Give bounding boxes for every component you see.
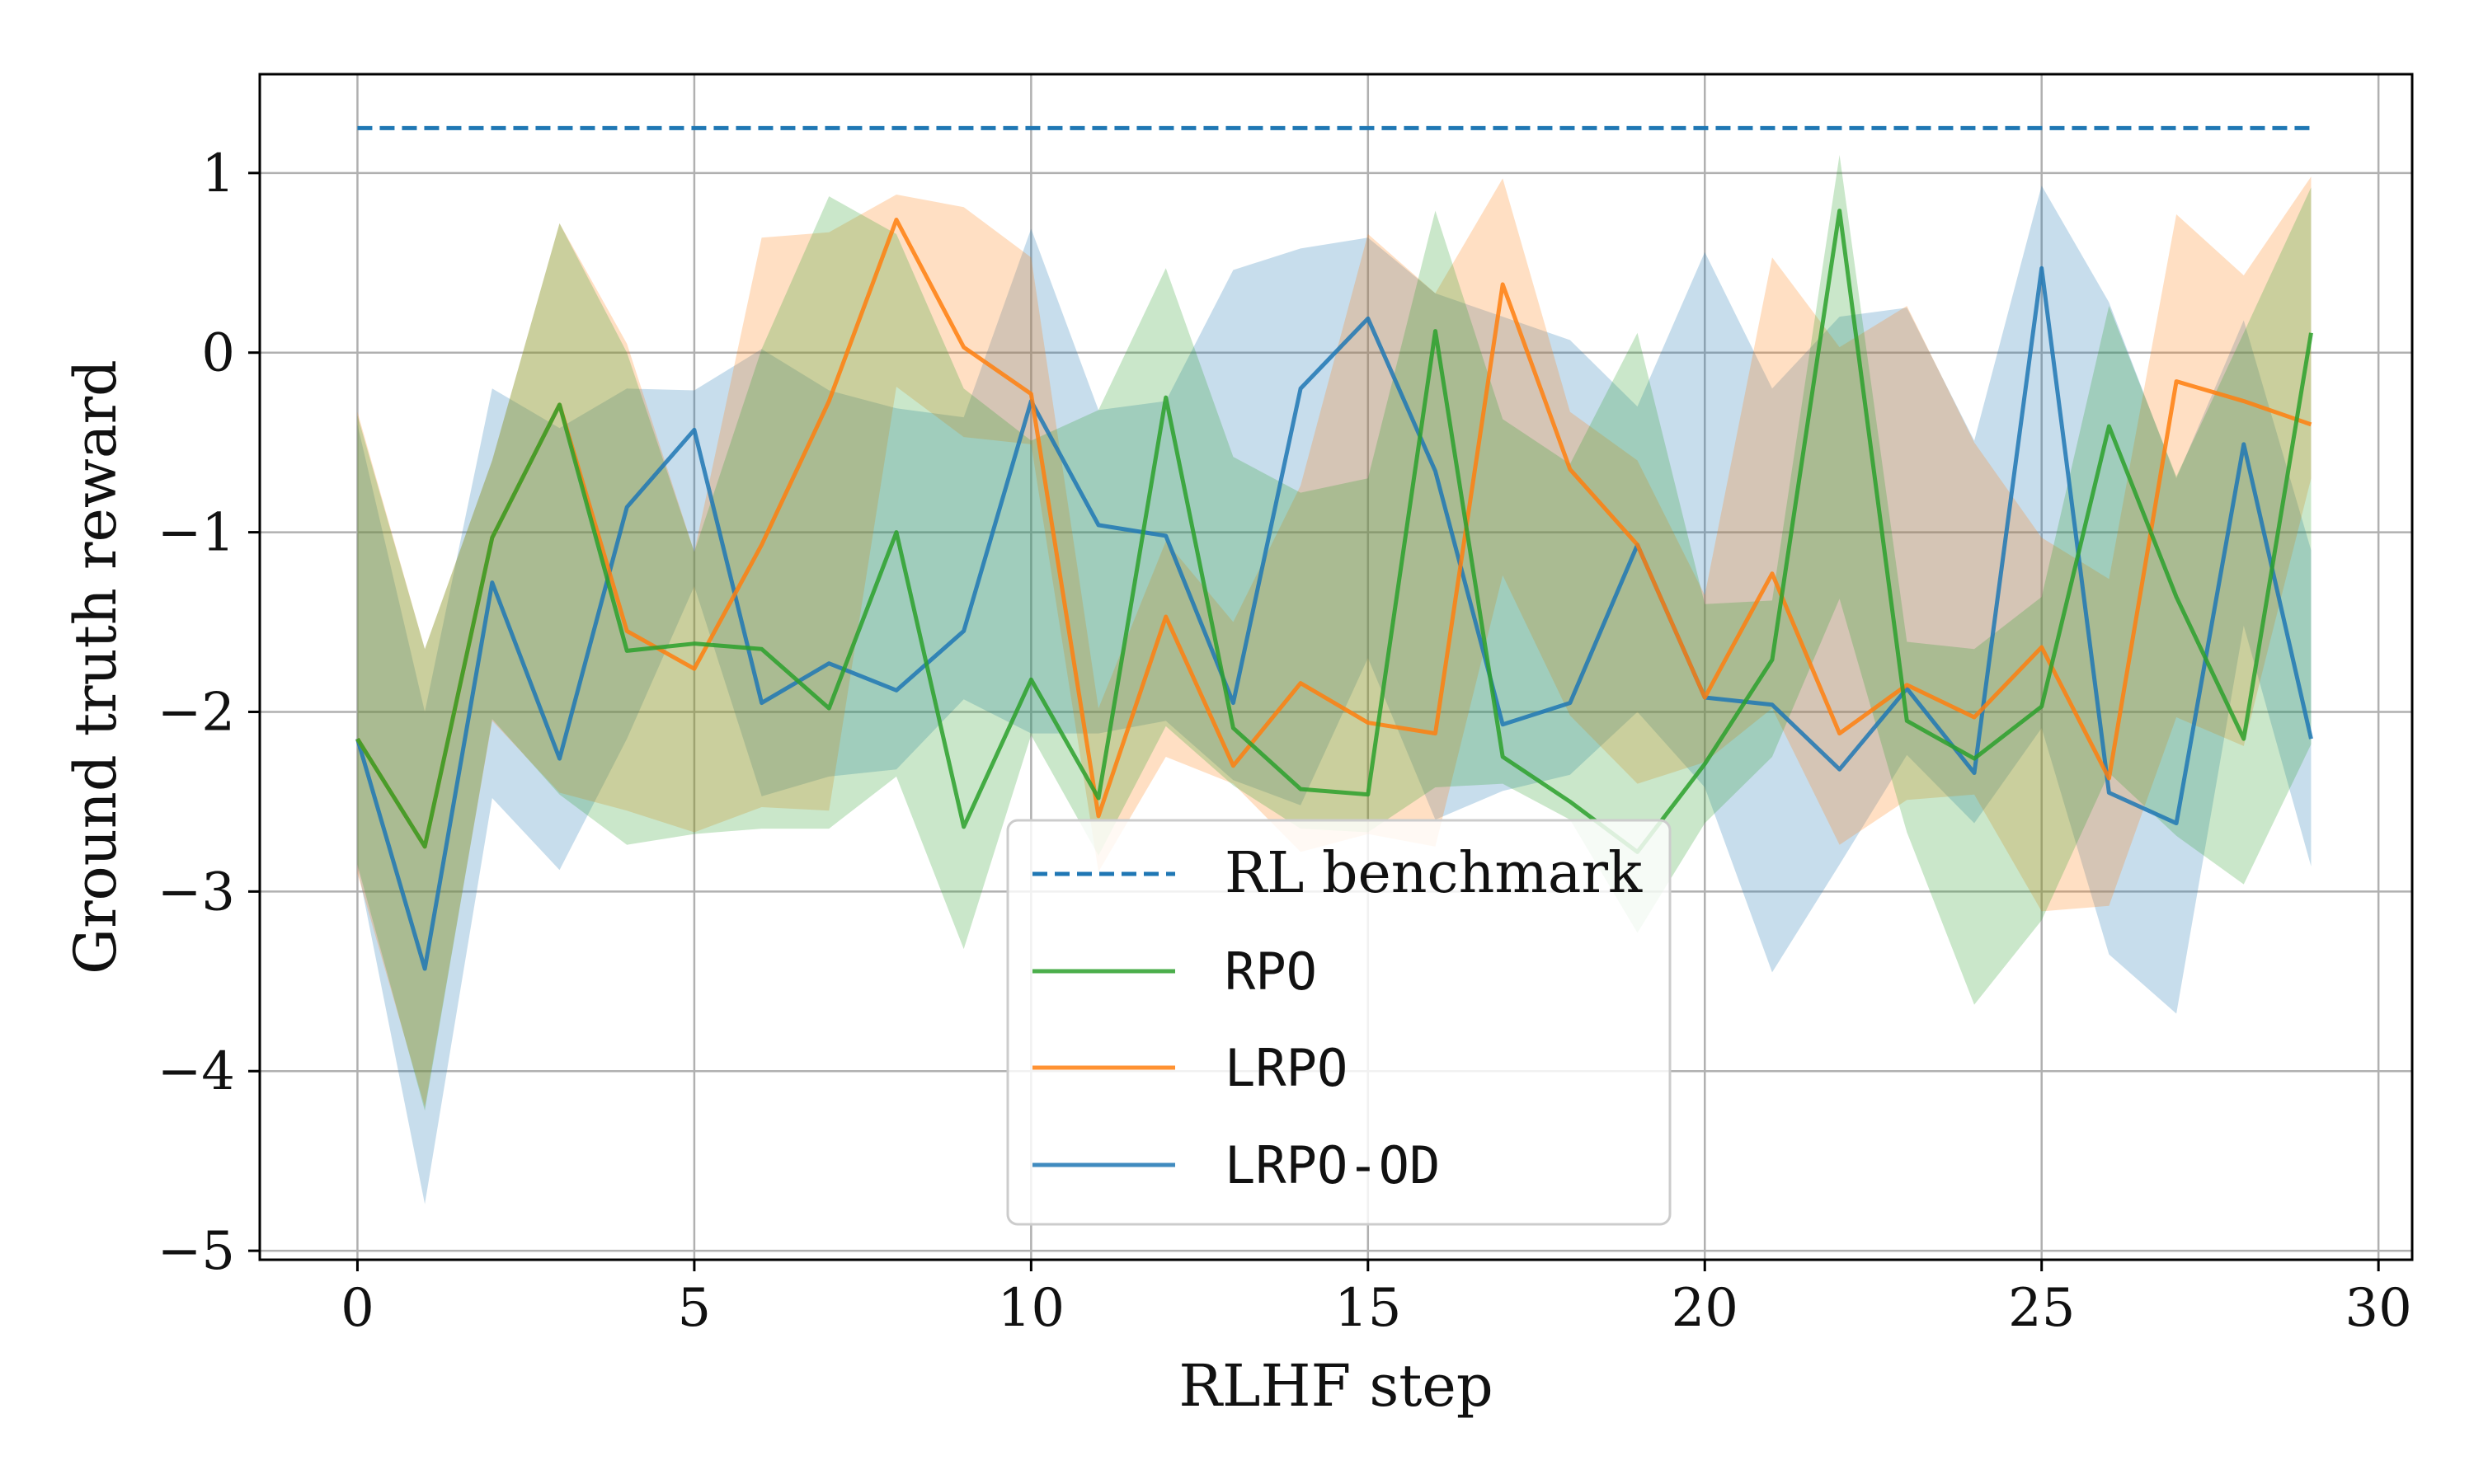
band-rpo xyxy=(357,155,2312,1111)
y-tick-label-0: 1 xyxy=(201,143,235,204)
legend-label-lrpo-od: LRPO-OD xyxy=(1225,1135,1440,1195)
legend: RL benchmark RPO LRPO LRPO-OD xyxy=(1006,819,1672,1226)
plot-frame xyxy=(258,73,2414,1261)
x-tick-label-5: 5 xyxy=(678,1278,712,1339)
y-tick-label-3: −2 xyxy=(158,682,235,743)
x-tick-label-0: 0 xyxy=(341,1278,374,1339)
band-lrpo xyxy=(357,176,2312,1107)
y-tick-label-1: 0 xyxy=(201,323,235,384)
y-tick-label-4: −3 xyxy=(158,862,235,923)
y-axis-title: Ground truth reward xyxy=(62,359,129,974)
confidence-bands xyxy=(357,155,2312,1205)
x-tick-label-15: 15 xyxy=(1334,1278,1401,1339)
legend-box xyxy=(1006,819,1672,1226)
legend-label-lrpo: LRPO xyxy=(1225,1038,1348,1098)
band-lrpo-od xyxy=(357,186,2312,1205)
grid-lines xyxy=(260,74,2412,1260)
y-tick-label-2: −1 xyxy=(158,503,235,564)
line-lrpo-od xyxy=(355,265,2313,971)
legend-label-benchmark: RL benchmark xyxy=(1225,841,1643,906)
y-tick-label-5: −4 xyxy=(158,1041,235,1102)
x-axis-title: RLHF step xyxy=(1178,1352,1493,1420)
legend-label-rpo: RPO xyxy=(1225,942,1317,1002)
x-tick-label-25: 25 xyxy=(2008,1278,2075,1339)
y-tick-label-6: −5 xyxy=(158,1221,235,1282)
x-tick-label-30: 30 xyxy=(2345,1278,2411,1339)
series-lines xyxy=(355,125,2313,971)
line-rpo xyxy=(355,209,2313,854)
line-lrpo xyxy=(355,217,2312,849)
x-tick-label-20: 20 xyxy=(1672,1278,1738,1339)
x-tick-label-10: 10 xyxy=(998,1278,1065,1339)
